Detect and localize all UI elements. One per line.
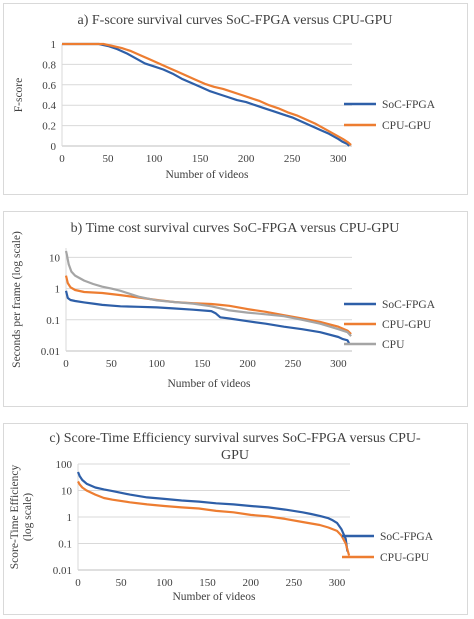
chart-a-x-tick: 0 bbox=[59, 153, 65, 165]
chart-c-x-tick: 150 bbox=[199, 577, 216, 589]
chart-b-x-tick: 150 bbox=[194, 358, 211, 370]
chart-c-y-label-line1: Score-Time Efficiency bbox=[9, 465, 21, 570]
chart-a-legend-label: SoC-FPGA bbox=[382, 99, 436, 111]
chart-b-y-tick: 0.1 bbox=[46, 315, 60, 327]
chart-c-panel: c) Score-Time Efficiency survival surves… bbox=[3, 423, 468, 615]
chart-c-x-tick: 250 bbox=[286, 577, 303, 589]
chart-a-x-label: Number of videos bbox=[165, 169, 249, 181]
chart-c-y-tick: 100 bbox=[56, 459, 73, 471]
chart-a-y-tick: 0 bbox=[51, 141, 57, 153]
chart-c-x-tick: 100 bbox=[156, 577, 173, 589]
chart-b-x-tick: 250 bbox=[285, 358, 302, 370]
chart-b: b) Time cost survival curves SoC-FPGA ve… bbox=[11, 221, 436, 390]
chart-a-y-tick: 0.8 bbox=[42, 59, 56, 71]
chart-a-x-tick: 150 bbox=[192, 153, 209, 165]
chart-a-x-tick: 200 bbox=[238, 153, 255, 165]
chart-b-panel: b) Time cost survival curves SoC-FPGA ve… bbox=[3, 211, 468, 407]
chart-a: a) F-score survival curves SoC-FPGA vers… bbox=[13, 13, 436, 181]
chart-c-y-label: Score-Time Efficiency(log scale) bbox=[9, 465, 34, 570]
chart-a-x-tick: 250 bbox=[284, 153, 301, 165]
chart-a-series-soc-fpga bbox=[62, 42, 351, 147]
chart-b-series-soc-fpga bbox=[64, 290, 351, 345]
chart-c: c) Score-Time Efficiency survival surves… bbox=[9, 431, 434, 603]
chart-c-x-tick: 300 bbox=[329, 577, 346, 589]
chart-b-y-tick: 10 bbox=[49, 252, 61, 264]
chart-a-y-tick: 0.2 bbox=[42, 121, 56, 133]
chart-a-y-tick: 0.4 bbox=[42, 100, 56, 112]
chart-a-panel: a) F-score survival curves SoC-FPGA vers… bbox=[3, 3, 468, 195]
chart-a-legend-label: CPU-GPU bbox=[382, 120, 432, 132]
chart-a-x-tick: 100 bbox=[146, 153, 163, 165]
chart-a-series-cpu-gpu bbox=[62, 42, 352, 146]
chart-c-y-tick: 0.1 bbox=[58, 539, 72, 551]
chart-c-x-tick: 200 bbox=[242, 577, 259, 589]
chart-c-legend-label: CPU-GPU bbox=[380, 552, 430, 564]
chart-c-title-line2: GPU bbox=[221, 448, 249, 463]
chart-c-title: c) Score-Time Efficiency survival surves… bbox=[49, 431, 421, 446]
chart-c-x-label: Number of videos bbox=[172, 591, 256, 603]
chart-a-title: a) F-score survival curves SoC-FPGA vers… bbox=[78, 13, 393, 28]
chart-b-y-tick: 0.01 bbox=[41, 346, 60, 358]
chart-c-series-soc-fpga bbox=[76, 471, 349, 552]
chart-a-x-tick: 300 bbox=[330, 153, 347, 165]
chart-b-x-tick: 50 bbox=[106, 358, 118, 370]
chart-b-x-tick: 0 bbox=[63, 358, 69, 370]
chart-c-y-label-line2: (log scale) bbox=[22, 493, 34, 541]
chart-b-legend-label: SoC-FPGA bbox=[382, 299, 436, 311]
chart-c-y-tick: 0.01 bbox=[53, 565, 72, 577]
chart-a-y-tick: 1 bbox=[51, 39, 57, 51]
chart-c-y-tick: 10 bbox=[61, 486, 73, 498]
chart-c-legend-label: SoC-FPGA bbox=[380, 531, 434, 543]
chart-b-series-cpu bbox=[64, 250, 352, 337]
chart-b-legend-label: CPU bbox=[382, 339, 405, 351]
chart-b-legend-label: CPU-GPU bbox=[382, 319, 432, 331]
chart-c-x-tick: 0 bbox=[75, 577, 81, 589]
chart-b-y-label: Seconds per frame (log scale) bbox=[11, 231, 23, 368]
chart-c-x-tick: 50 bbox=[116, 577, 128, 589]
chart-b-x-label: Number of videos bbox=[167, 378, 251, 390]
chart-b-x-tick: 200 bbox=[239, 358, 256, 370]
chart-b-title: b) Time cost survival curves SoC-FPGA ve… bbox=[71, 221, 400, 236]
chart-b-x-tick: 300 bbox=[330, 358, 347, 370]
chart-b-y-tick: 1 bbox=[55, 284, 61, 296]
chart-a-x-tick: 50 bbox=[103, 153, 115, 165]
chart-a-y-label: F-score bbox=[13, 78, 25, 113]
chart-b-x-tick: 100 bbox=[149, 358, 166, 370]
chart-a-y-tick: 0.6 bbox=[42, 80, 56, 92]
chart-c-series-cpu-gpu bbox=[77, 480, 351, 556]
chart-c-y-tick: 1 bbox=[67, 512, 73, 524]
